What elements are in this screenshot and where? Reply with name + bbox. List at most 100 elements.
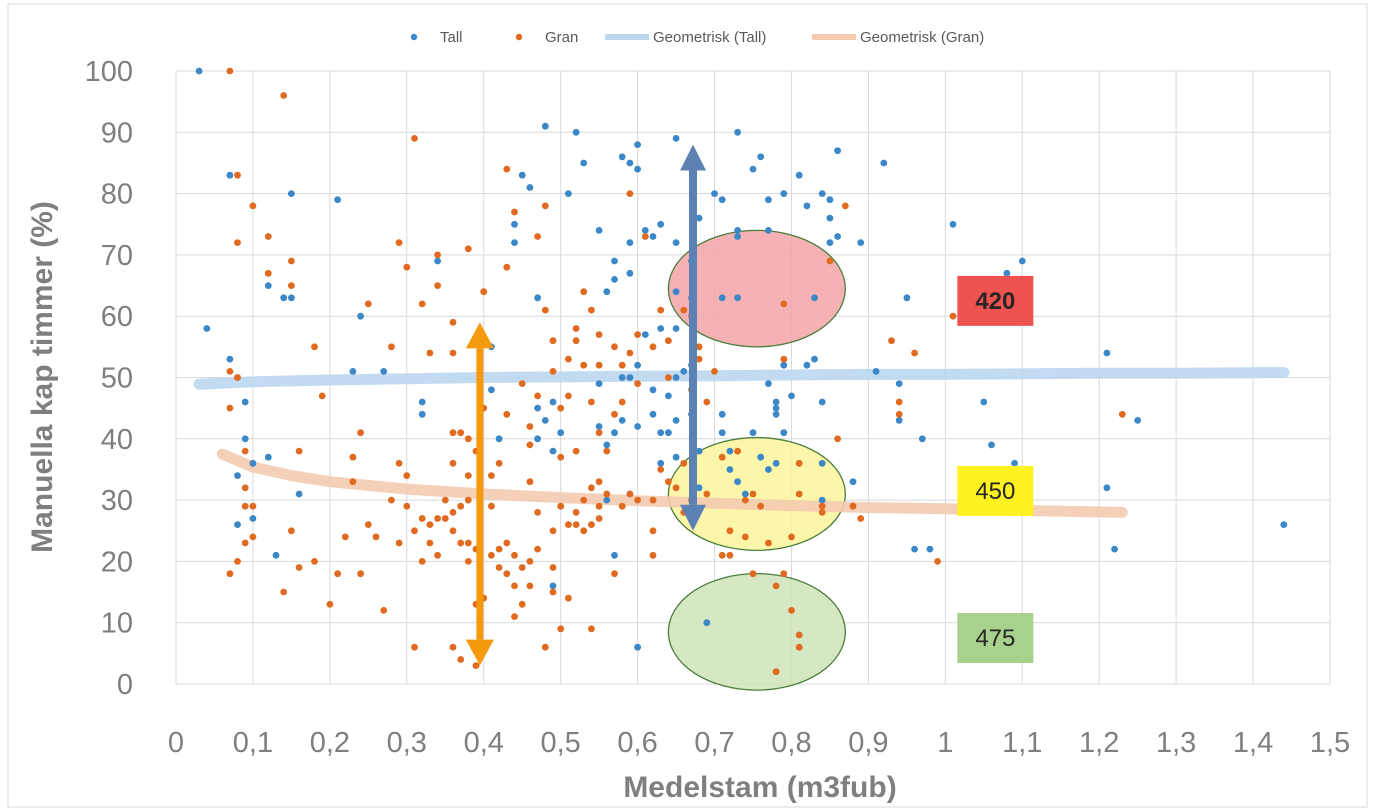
- data-point: [203, 325, 211, 332]
- data-point: [611, 429, 618, 437]
- data-point: [618, 374, 626, 381]
- data-point: [803, 202, 811, 210]
- data-point: [611, 257, 618, 265]
- data-point: [534, 435, 541, 443]
- data-point: [895, 380, 903, 387]
- data-point: [641, 331, 649, 338]
- legend-label: Geometrisk (Gran): [860, 29, 984, 46]
- data-point: [757, 453, 765, 461]
- data-point: [234, 472, 241, 479]
- data-point: [511, 551, 518, 559]
- orange-arrow-head-down: [465, 639, 494, 666]
- x-tick-label: 1,4: [1233, 727, 1273, 759]
- data-point: [726, 447, 734, 455]
- data-point: [449, 459, 457, 467]
- x-tick-label: 0,5: [541, 727, 581, 759]
- data-point: [780, 429, 788, 437]
- data-point: [426, 539, 434, 547]
- ellipse-annotations: [667, 229, 846, 691]
- data-point: [680, 459, 688, 467]
- data-point: [634, 496, 641, 504]
- data-point: [672, 417, 680, 424]
- x-tick-label: 0,3: [387, 727, 427, 759]
- data-point: [249, 202, 257, 210]
- data-point: [511, 239, 518, 247]
- data-point: [749, 165, 757, 173]
- data-point: [449, 429, 457, 437]
- value-box-label: 450: [975, 478, 1015, 505]
- data-point: [588, 398, 595, 406]
- data-point: [380, 368, 388, 375]
- data-point: [226, 368, 234, 375]
- data-point: [988, 441, 995, 449]
- data-point: [449, 527, 457, 535]
- data-point: [495, 545, 503, 553]
- data-point: [818, 496, 826, 504]
- data-point: [434, 282, 441, 289]
- data-point: [818, 398, 826, 406]
- data-point: [618, 417, 626, 424]
- data-point: [595, 331, 603, 338]
- data-point: [734, 233, 741, 240]
- data-point: [626, 159, 634, 167]
- data-point: [280, 294, 288, 302]
- data-point: [241, 539, 249, 547]
- y-tick-label: 100: [85, 56, 133, 88]
- data-point: [549, 564, 557, 571]
- y-tick-label: 60: [101, 301, 133, 333]
- data-point: [411, 135, 418, 142]
- data-point: [518, 380, 526, 387]
- data-point: [572, 337, 580, 345]
- data-point: [772, 398, 780, 406]
- data-point: [734, 227, 741, 234]
- data-point: [641, 233, 649, 240]
- data-point: [311, 343, 318, 351]
- data-point: [672, 288, 680, 296]
- data-point: [911, 545, 918, 553]
- data-point: [541, 306, 549, 314]
- data-point: [403, 472, 411, 479]
- value-box: [957, 275, 1034, 326]
- data-point: [534, 392, 541, 400]
- data-point: [411, 643, 418, 651]
- highlight-ellipse: [667, 573, 846, 691]
- data-point: [565, 355, 572, 363]
- data-point: [357, 312, 364, 320]
- data-point: [411, 527, 418, 535]
- data-point: [718, 551, 726, 559]
- data-point: [549, 447, 557, 455]
- data-point: [395, 539, 403, 547]
- data-point: [826, 214, 834, 222]
- data-point: [357, 570, 364, 578]
- data-point: [818, 509, 826, 516]
- data-point: [234, 171, 241, 179]
- y-tick-label: 40: [101, 424, 133, 456]
- data-point: [295, 447, 303, 455]
- data-point: [672, 239, 680, 247]
- data-point: [541, 202, 549, 210]
- data-point: [526, 582, 534, 590]
- data-point: [418, 398, 426, 406]
- data-point: [549, 398, 557, 406]
- data-point: [649, 386, 657, 394]
- data-point: [603, 288, 611, 296]
- data-point: [334, 196, 341, 204]
- data-point: [549, 582, 557, 590]
- legend-label: Gran: [545, 29, 578, 46]
- data-point: [695, 343, 703, 351]
- x-tick-label: 0,7: [694, 727, 734, 759]
- data-point: [657, 220, 665, 228]
- data-point: [534, 509, 541, 516]
- data-point: [464, 496, 472, 504]
- data-point: [580, 361, 588, 369]
- data-point: [295, 490, 303, 498]
- data-point: [249, 502, 257, 510]
- y-tick-label: 30: [101, 485, 133, 517]
- data-point: [511, 208, 518, 216]
- x-tick-label: 1: [937, 727, 953, 759]
- data-point: [603, 496, 611, 504]
- blue-arrow-head-up: [679, 144, 706, 171]
- data-point: [826, 239, 834, 247]
- data-point: [657, 325, 665, 332]
- data-point: [588, 306, 595, 314]
